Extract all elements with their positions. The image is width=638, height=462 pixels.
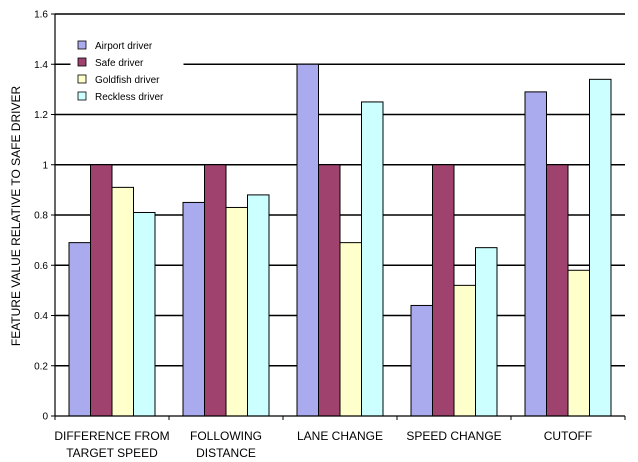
category-label-line: LANE CHANGE xyxy=(297,429,383,443)
category-label: DIFFERENCE FROM TARGET SPEED xyxy=(54,429,169,460)
bar-safe-driver xyxy=(90,164,113,417)
category-label-line: SPEED CHANGE xyxy=(406,429,501,443)
category-label-line: DIFFERENCE FROM xyxy=(54,429,169,443)
y-tick-label: 1 xyxy=(42,160,48,171)
legend-label: Reckless driver xyxy=(95,92,164,103)
y-tick-label: 0.6 xyxy=(34,261,48,272)
y-axis-title: FEATURE VALUE RELATIVE TO SAFE DRIVER xyxy=(9,86,23,347)
category-label: FOLLOWING DISTANCE xyxy=(190,429,262,460)
category-label: LANE CHANGE xyxy=(297,429,383,443)
bar-airport-driver xyxy=(524,91,547,417)
bar-goldfish-driver xyxy=(225,206,248,417)
legend-swatch xyxy=(77,40,87,50)
y-tick-label: 0.8 xyxy=(34,211,48,222)
bar-safe-driver xyxy=(204,164,227,417)
y-tick-label: 1.2 xyxy=(34,110,48,121)
y-tick-label: 0 xyxy=(42,412,48,423)
legend: Airport driver Safe driver Goldfish driver… xyxy=(70,33,184,105)
y-tick-label: 1.4 xyxy=(34,60,48,71)
bar-reckless-driver xyxy=(475,247,498,417)
bar-airport-driver xyxy=(182,201,205,417)
legend-label: Airport driver xyxy=(95,41,153,52)
category-label: SPEED CHANGE xyxy=(406,429,501,443)
legend-swatch xyxy=(77,74,87,84)
bar-reckless-driver xyxy=(361,101,384,417)
legend-label: Safe driver xyxy=(95,58,144,69)
bar-airport-driver xyxy=(68,242,91,417)
bar-goldfish-driver xyxy=(567,269,590,417)
category-label-line: TARGET SPEED xyxy=(66,446,158,460)
y-tick-label: 0.2 xyxy=(34,361,48,372)
legend-swatch xyxy=(77,57,87,67)
y-tick-label: 1.6 xyxy=(34,10,48,21)
bar-airport-driver xyxy=(410,304,433,417)
legend-label: Goldfish driver xyxy=(95,75,160,86)
legend-items: Airport driver Safe driver Goldfish driver… xyxy=(77,40,164,103)
axes xyxy=(51,13,626,420)
bar-reckless-driver xyxy=(247,194,270,417)
category-label: CUTOFF xyxy=(544,429,592,443)
category-labels: DIFFERENCE FROM TARGET SPEED FOLLOWING DIST… xyxy=(54,429,592,460)
bar-reckless-driver xyxy=(589,78,612,417)
legend-box xyxy=(70,33,184,105)
y-tick-labels: 0 0.2 0.4 0.6 0.8 1 1.2 1.4 1.6 xyxy=(34,10,48,423)
bar-reckless-driver xyxy=(133,211,156,417)
legend-swatch xyxy=(77,91,87,101)
bar-safe-driver xyxy=(318,164,341,417)
bar-safe-driver xyxy=(546,164,569,417)
category-label-line: DISTANCE xyxy=(196,446,256,460)
y-tick-label: 0.4 xyxy=(34,311,48,322)
bar-airport-driver xyxy=(296,63,319,417)
bar-safe-driver xyxy=(432,164,455,417)
category-label-line: CUTOFF xyxy=(544,429,592,443)
bar-goldfish-driver xyxy=(453,284,476,417)
bars xyxy=(68,63,612,417)
bar-goldfish-driver xyxy=(339,242,362,417)
category-label-line: FOLLOWING xyxy=(190,429,262,443)
bar-goldfish-driver xyxy=(111,186,134,417)
